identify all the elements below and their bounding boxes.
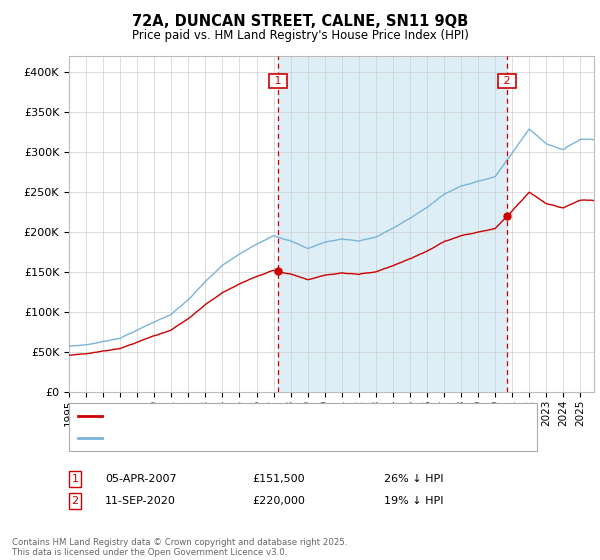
Text: 2: 2 bbox=[500, 76, 514, 86]
Text: 1: 1 bbox=[71, 474, 79, 484]
Text: 72A, DUNCAN STREET, CALNE, SN11 9QB (semi-detached house): 72A, DUNCAN STREET, CALNE, SN11 9QB (sem… bbox=[108, 411, 447, 421]
Text: HPI: Average price, semi-detached house, Wiltshire: HPI: Average price, semi-detached house,… bbox=[108, 433, 376, 444]
Text: 11-SEP-2020: 11-SEP-2020 bbox=[105, 496, 176, 506]
Text: Price paid vs. HM Land Registry's House Price Index (HPI): Price paid vs. HM Land Registry's House … bbox=[131, 29, 469, 42]
Text: 1: 1 bbox=[271, 76, 285, 86]
Text: 2: 2 bbox=[71, 496, 79, 506]
Text: £220,000: £220,000 bbox=[252, 496, 305, 506]
Text: 72A, DUNCAN STREET, CALNE, SN11 9QB: 72A, DUNCAN STREET, CALNE, SN11 9QB bbox=[132, 14, 468, 29]
Text: Contains HM Land Registry data © Crown copyright and database right 2025.
This d: Contains HM Land Registry data © Crown c… bbox=[12, 538, 347, 557]
Text: 05-APR-2007: 05-APR-2007 bbox=[105, 474, 176, 484]
Text: 19% ↓ HPI: 19% ↓ HPI bbox=[384, 496, 443, 506]
Text: 26% ↓ HPI: 26% ↓ HPI bbox=[384, 474, 443, 484]
Text: £151,500: £151,500 bbox=[252, 474, 305, 484]
Bar bbox=[278, 56, 507, 392]
